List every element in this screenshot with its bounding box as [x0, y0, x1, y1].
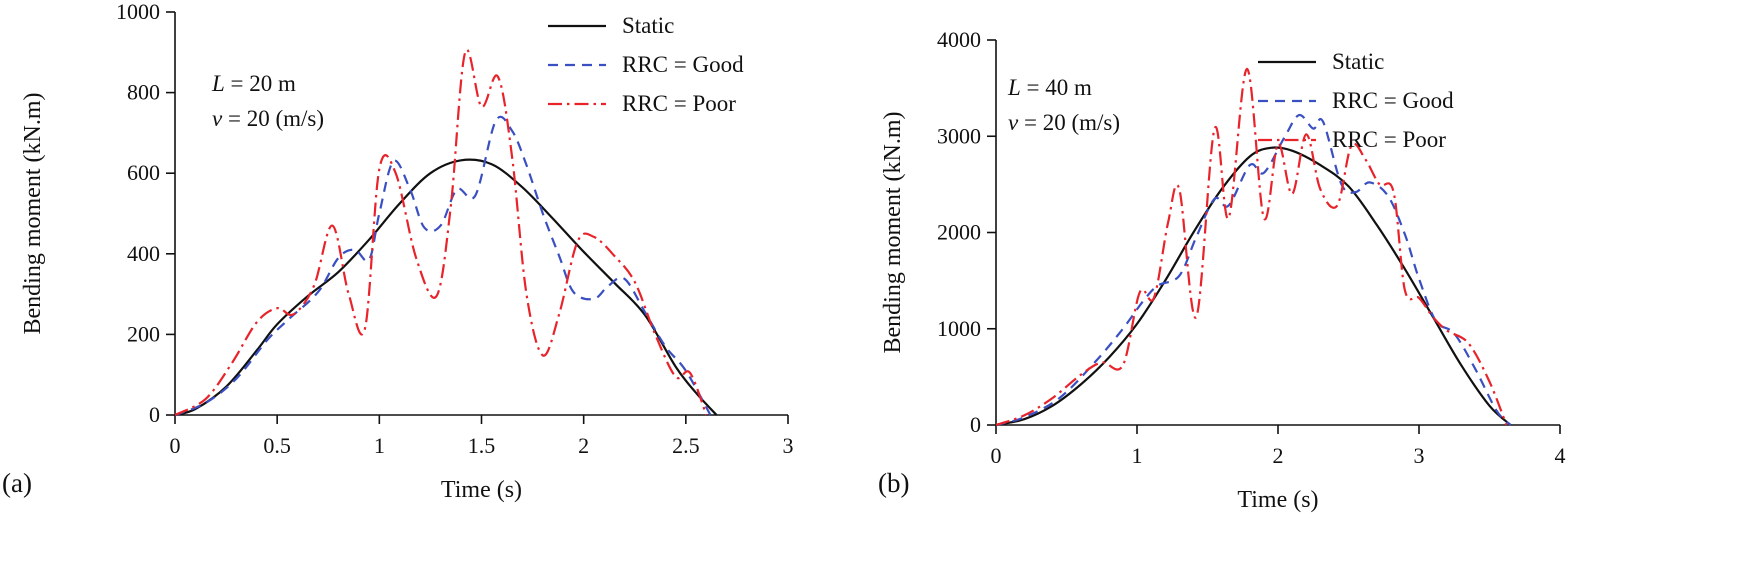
- legend-line-good-icon: [548, 63, 606, 66]
- annotation-a: L = 20 m v = 20 (m/s): [212, 66, 324, 136]
- y-tick-label: 2000: [937, 220, 981, 245]
- x-axis-label: Time (s): [1237, 487, 1318, 513]
- y-tick-label: 800: [127, 80, 160, 105]
- x-tick-label: 4: [1555, 443, 1566, 468]
- x-tick-label: 2: [578, 433, 589, 458]
- panel-b: 0 1 2 3 4 0 1000 2000 3000 4000 Time (s) Bending mo…: [876, 0, 1752, 563]
- y-tick-label: 4000: [937, 27, 981, 52]
- legend-line-poor-icon: [548, 102, 606, 105]
- x-tick-label: 1.5: [468, 433, 496, 458]
- legend-item-rrc-good: RRC = Good: [546, 51, 744, 78]
- x-tick-label: 3: [783, 433, 794, 458]
- x-tick-label: 0.5: [263, 433, 291, 458]
- annotation-text: = 20 m: [224, 71, 296, 96]
- legend-line-poor-icon: [1258, 138, 1316, 141]
- y-tick-label: 1000: [937, 316, 981, 341]
- y-axis-label: Bending moment (kN.m): [880, 112, 906, 354]
- y-tick-label: 200: [127, 321, 160, 346]
- annotation-text: = 40 m: [1020, 75, 1092, 100]
- y-tick-label: 3000: [937, 123, 981, 148]
- legend-label: Static: [1332, 48, 1385, 74]
- annotation-text: = 20 (m/s): [222, 106, 324, 131]
- legend-line-static-icon: [548, 24, 606, 27]
- series-line-rrc-good: [995, 114, 1512, 426]
- annotation-line-1: L = 40 m: [1008, 70, 1120, 105]
- y-tick-label: 400: [127, 241, 160, 266]
- legend-label: Static: [622, 12, 675, 38]
- x-tick-label: 2.5: [672, 433, 700, 458]
- annotation-text: = 20 (m/s): [1018, 110, 1120, 135]
- legend-item-rrc-poor: RRC = Poor: [546, 90, 744, 117]
- y-axis-label: Bending moment (kN.m): [20, 93, 46, 335]
- series-line-rrc-poor: [995, 67, 1508, 426]
- annotation-var: v: [1008, 110, 1019, 135]
- x-tick-label: 0: [991, 443, 1002, 468]
- x-tick-label: 2: [1273, 443, 1284, 468]
- y-tick-label: 1000: [116, 0, 160, 24]
- series-line-static: [174, 158, 718, 416]
- legend-label: RRC = Poor: [1332, 126, 1446, 152]
- legend-item-static: Static: [546, 12, 744, 39]
- legend-line-static-icon: [1258, 60, 1316, 63]
- annotation-var: L: [1008, 75, 1021, 100]
- legend-label: RRC = Good: [1332, 87, 1454, 113]
- y-tick-label: 600: [127, 160, 160, 185]
- x-tick-label: 3: [1414, 443, 1425, 468]
- legend-item-rrc-good: RRC = Good: [1256, 87, 1454, 114]
- annotation-line-2: v = 20 (m/s): [1008, 105, 1120, 140]
- chart-b: 0 1 2 3 4 0 1000 2000 3000 4000 Time (s) Bending mo…: [880, 27, 1566, 513]
- panel-a-label: (a): [2, 468, 32, 498]
- legend-item-rrc-poor: RRC = Poor: [1256, 126, 1454, 153]
- x-tick-label: 1: [374, 433, 385, 458]
- series-line-rrc-poor: [174, 48, 708, 416]
- legend-label: RRC = Good: [622, 51, 744, 77]
- annotation-var: v: [212, 106, 223, 131]
- x-tick-label: 0: [170, 433, 181, 458]
- annotation-var: L: [212, 71, 225, 96]
- annotation-line-1: L = 20 m: [212, 66, 324, 101]
- legend-a: Static RRC = Good RRC = Poor: [546, 12, 744, 117]
- series-line-static: [995, 146, 1512, 426]
- panel-a: 0 0.5 1 1.5 2 2.5 3 0 200 400 600 800 1000 Time (s) Be…: [2, 0, 794, 503]
- x-tick-label: 1: [1132, 443, 1143, 468]
- panel-b-label: (b): [878, 468, 910, 498]
- legend-item-static: Static: [1256, 48, 1454, 75]
- chart-a: 0 0.5 1 1.5 2 2.5 3 0 200 400 600 800 1000 Time (s) Be…: [20, 0, 794, 503]
- legend-line-good-icon: [1258, 99, 1316, 102]
- legend-label: RRC = Poor: [622, 90, 736, 116]
- y-tick-label: 0: [149, 402, 160, 427]
- annotation-line-2: v = 20 (m/s): [212, 101, 324, 136]
- series-line-rrc-good: [174, 115, 712, 416]
- annotation-b: L = 40 m v = 20 (m/s): [1008, 70, 1120, 140]
- y-tick-label: 0: [970, 412, 981, 437]
- legend-b: Static RRC = Good RRC = Poor: [1256, 48, 1454, 153]
- x-axis-label: Time (s): [441, 477, 522, 503]
